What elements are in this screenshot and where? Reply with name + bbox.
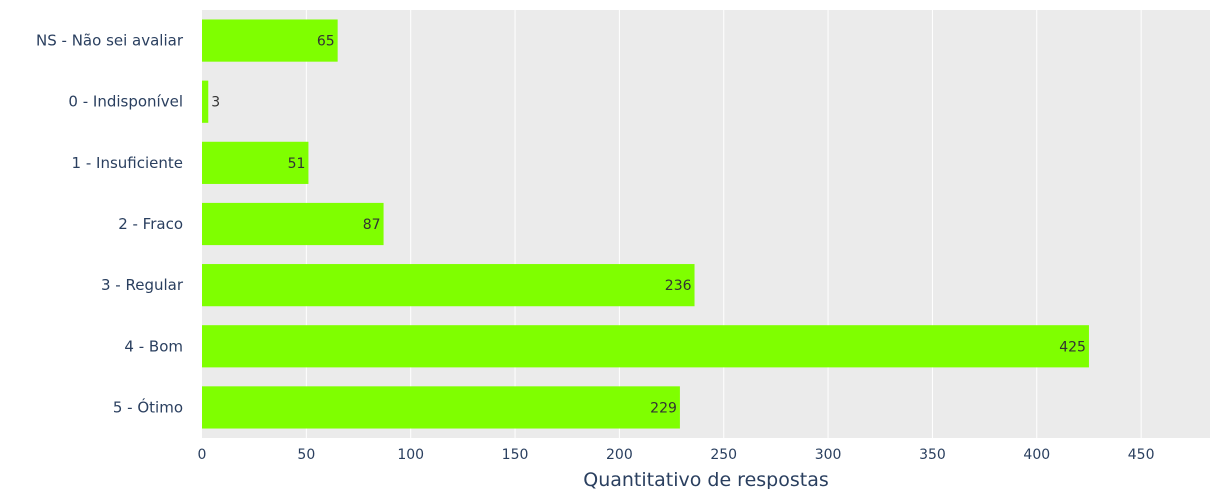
x-tick-label: 450 <box>1128 447 1155 463</box>
x-tick-label: 400 <box>1023 447 1050 463</box>
data-label: 51 <box>288 156 306 172</box>
category-label: 2 - Fraco <box>118 215 183 233</box>
bar <box>202 264 695 307</box>
data-label: 65 <box>317 34 335 50</box>
data-label: 229 <box>650 400 677 416</box>
x-axis-title: Quantitativo de respostas <box>583 469 829 489</box>
data-labels: 65 3 51 87 236 425 229 <box>211 34 1086 417</box>
x-tick-label: 50 <box>297 447 315 463</box>
x-tick-label: 350 <box>919 447 946 463</box>
data-label: 87 <box>363 217 381 233</box>
bar <box>202 80 209 123</box>
x-tick-label: 200 <box>606 447 633 463</box>
data-label: 3 <box>211 95 220 111</box>
category-label: 3 - Regular <box>101 276 184 294</box>
bar <box>202 202 384 246</box>
category-label: NS - Não sei avaliar <box>36 32 184 50</box>
category-labels: NS - Não sei avaliar 0 - Indisponível 1 - … <box>36 32 184 417</box>
x-tick-label: 100 <box>397 447 424 463</box>
bar <box>202 141 309 184</box>
data-label: 236 <box>665 278 692 294</box>
bar <box>202 386 680 429</box>
x-tick-label: 300 <box>815 447 842 463</box>
bar <box>202 19 338 62</box>
category-label: 1 - Insuficiente <box>72 154 183 172</box>
x-tick-labels: 0 50 100 150 200 250 300 350 400 450 <box>198 447 1155 463</box>
category-label: 5 - Ótimo <box>113 397 183 416</box>
data-label: 425 <box>1059 339 1086 355</box>
category-label: 0 - Indisponível <box>68 93 183 111</box>
category-label: 4 - Bom <box>124 337 183 355</box>
x-tick-label: 0 <box>198 447 207 463</box>
bar <box>202 325 1089 368</box>
x-tick-label: 150 <box>502 447 529 463</box>
x-tick-label: 250 <box>710 447 737 463</box>
bars <box>202 19 1089 429</box>
